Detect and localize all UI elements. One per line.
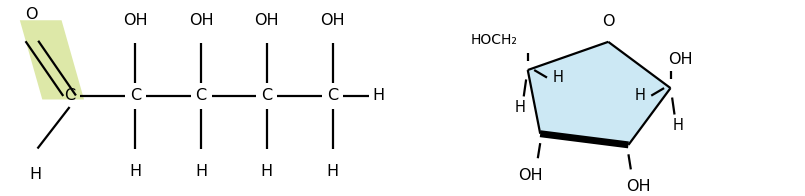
Text: C: C bbox=[130, 88, 141, 103]
Text: HOCH₂: HOCH₂ bbox=[471, 33, 518, 47]
Text: O: O bbox=[26, 7, 38, 22]
Text: H: H bbox=[634, 88, 646, 103]
Polygon shape bbox=[528, 42, 671, 145]
Text: H: H bbox=[373, 88, 385, 103]
Text: H: H bbox=[130, 164, 142, 179]
Text: H: H bbox=[553, 70, 564, 85]
Polygon shape bbox=[20, 20, 84, 100]
Text: C: C bbox=[327, 88, 338, 103]
Text: H: H bbox=[195, 164, 207, 179]
Text: H: H bbox=[261, 164, 273, 179]
Text: C: C bbox=[262, 88, 272, 103]
Text: OH: OH bbox=[189, 13, 213, 28]
Text: OH: OH bbox=[123, 13, 147, 28]
Text: H: H bbox=[514, 100, 525, 115]
Text: H: H bbox=[327, 164, 339, 179]
Text: C: C bbox=[196, 88, 207, 103]
Text: OH: OH bbox=[668, 52, 692, 67]
Text: OH: OH bbox=[625, 179, 650, 194]
Text: C: C bbox=[64, 88, 75, 103]
Text: OH: OH bbox=[320, 13, 345, 28]
Text: H: H bbox=[30, 167, 42, 182]
Text: O: O bbox=[602, 14, 614, 29]
Text: OH: OH bbox=[254, 13, 279, 28]
Text: H: H bbox=[673, 118, 684, 133]
Text: OH: OH bbox=[518, 168, 543, 183]
